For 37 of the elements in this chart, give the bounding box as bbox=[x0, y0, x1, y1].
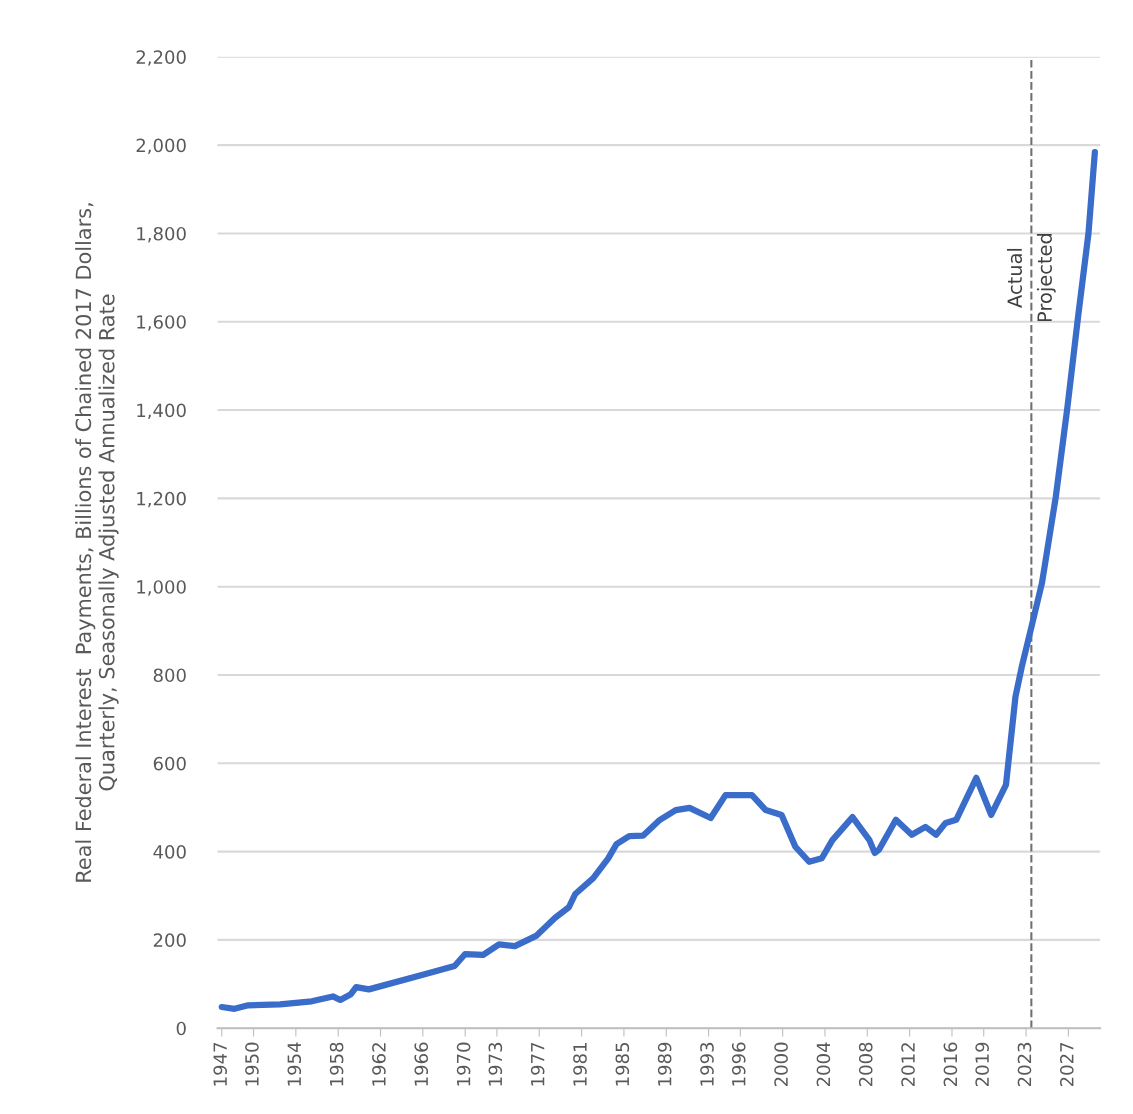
y-tick-label: 1,800 bbox=[137, 226, 186, 243]
x-tick-label: 2019 bbox=[975, 1042, 989, 1087]
x-tick-label: 2027 bbox=[1059, 1042, 1074, 1087]
annotation: Actual bbox=[1006, 248, 1023, 308]
x-tick-label: 1996 bbox=[731, 1042, 746, 1086]
y-tick-label: 1,200 bbox=[137, 491, 186, 508]
x-tick-label: 1981 bbox=[573, 1043, 587, 1086]
y-tick-label: 1,600 bbox=[137, 315, 186, 331]
y-tick-label: 0 bbox=[176, 1021, 186, 1036]
y-tick-label: 400 bbox=[153, 845, 186, 859]
annotation: Projected bbox=[1036, 233, 1056, 322]
y-tick-label: 1,400 bbox=[137, 403, 186, 420]
x-tick-label: 1989 bbox=[657, 1042, 672, 1086]
y-tick-label: 200 bbox=[153, 933, 186, 948]
y-tick-label: 800 bbox=[153, 668, 186, 683]
y-tick-label: 2,200 bbox=[136, 50, 186, 66]
x-tick-label: 1985 bbox=[615, 1042, 630, 1086]
x-tick-label: 2016 bbox=[943, 1042, 958, 1087]
x-tick-label: 2004 bbox=[816, 1042, 831, 1087]
x-tick-label: 1970 bbox=[456, 1042, 471, 1086]
y-tick-label: 2,000 bbox=[136, 138, 186, 155]
x-tick-label: 1954 bbox=[287, 1042, 302, 1086]
x-tick-label: 2008 bbox=[858, 1042, 873, 1087]
x-tick-label: 2023 bbox=[1017, 1042, 1032, 1087]
x-tick-label: 2000 bbox=[774, 1042, 788, 1087]
x-tick-label: 1973 bbox=[488, 1042, 503, 1086]
x-tick-label: 1993 bbox=[700, 1042, 714, 1086]
x-tick-label: 1958 bbox=[329, 1042, 344, 1086]
x-tick-label: 2012 bbox=[901, 1043, 915, 1087]
x-tick-label: 1947 bbox=[213, 1042, 228, 1086]
x-tick-label: 1977 bbox=[530, 1042, 545, 1086]
x-tick-label: 1962 bbox=[372, 1043, 386, 1086]
x-tick-label: 1950 bbox=[245, 1042, 259, 1086]
y-axis-title: Real Federal Interest Payments, Billions of Chained 2017 Dollars, Quarterly, Seasonally Adjusted Annualized Rate bbox=[75, 203, 119, 882]
y-tick-label: 600 bbox=[153, 756, 186, 771]
y-tick-label: 1,000 bbox=[137, 580, 186, 596]
x-tick-label: 1966 bbox=[414, 1042, 429, 1086]
